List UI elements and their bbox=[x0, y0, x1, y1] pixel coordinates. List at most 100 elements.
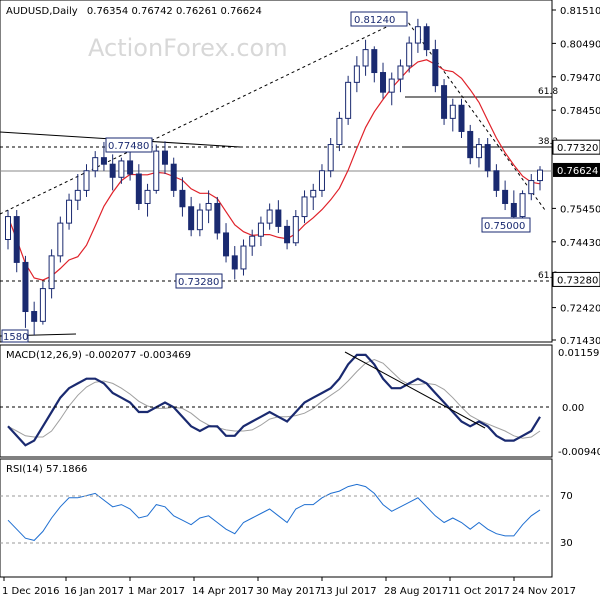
support-trendline bbox=[0, 17, 406, 215]
macd-panel bbox=[0, 344, 553, 458]
date-tick-label: 24 Nov 2017 bbox=[512, 586, 576, 597]
date-tick-label: 30 May 2017 bbox=[256, 586, 321, 597]
date-tick-label: 16 Jan 2017 bbox=[64, 586, 124, 597]
date-tick-label: 14 Apr 2017 bbox=[192, 586, 254, 597]
candle bbox=[441, 79, 448, 125]
candle bbox=[493, 164, 500, 197]
candle bbox=[92, 151, 99, 178]
rsi-line bbox=[7, 483, 541, 541]
date-tick-label: 1 Mar 2017 bbox=[128, 586, 185, 597]
price-tick-label: 0.75450 bbox=[560, 204, 600, 215]
candle bbox=[380, 62, 387, 99]
candle bbox=[519, 190, 526, 220]
fib-label-618-bottom: 61.8 bbox=[538, 271, 558, 281]
annotation-75000: 0.75000 bbox=[481, 217, 531, 233]
candle bbox=[432, 39, 439, 93]
candle bbox=[153, 144, 160, 194]
candle bbox=[327, 138, 334, 178]
price-tick-label: 0.78450 bbox=[560, 106, 600, 117]
candle bbox=[449, 98, 456, 132]
price-tick-label: 0.81510 bbox=[560, 6, 600, 17]
candle bbox=[196, 203, 203, 237]
candle bbox=[74, 174, 81, 211]
candle bbox=[345, 75, 352, 125]
candle bbox=[528, 174, 535, 201]
candle bbox=[161, 141, 168, 175]
price-axis: 0.81510 0.80490 0.79470 0.78450 0.77320 0.766… bbox=[552, 6, 600, 347]
candle bbox=[275, 200, 282, 233]
ma-line bbox=[7, 59, 541, 281]
price-tick-label: 0.72420 bbox=[560, 304, 600, 315]
candle bbox=[475, 138, 482, 168]
candle bbox=[39, 282, 46, 325]
candle bbox=[135, 164, 142, 211]
date-tick-label: 11 Oct 2017 bbox=[448, 586, 510, 597]
current-price-tag bbox=[553, 162, 600, 177]
annotation-1580: 1580 bbox=[1, 329, 29, 343]
down-trendline bbox=[404, 17, 546, 211]
watermark: ActionForex.com bbox=[88, 34, 288, 62]
candle bbox=[388, 72, 395, 106]
candle bbox=[371, 46, 378, 83]
svg-text:0.81240: 0.81240 bbox=[354, 15, 395, 26]
candle bbox=[284, 219, 291, 250]
candle bbox=[249, 229, 256, 256]
candle bbox=[118, 157, 125, 184]
candle bbox=[144, 183, 151, 217]
candle bbox=[66, 193, 73, 230]
candle bbox=[22, 255, 29, 328]
macd-tick-zero: 0.00 bbox=[562, 403, 584, 414]
candle bbox=[423, 23, 430, 57]
candle bbox=[48, 249, 55, 299]
rsi-label: RSI(14) 57.1866 bbox=[6, 464, 87, 475]
candle bbox=[31, 301, 38, 336]
level-tag bbox=[552, 139, 600, 155]
macd-signal-line bbox=[7, 359, 541, 439]
macd-lines bbox=[7, 351, 541, 447]
candle bbox=[362, 39, 369, 76]
current-price-label: 0.76624 bbox=[557, 166, 598, 177]
svg-text:0.75000: 0.75000 bbox=[484, 221, 525, 232]
macd-tick-bottom: -0.009408 bbox=[558, 447, 600, 458]
candle bbox=[537, 166, 543, 191]
candle bbox=[214, 196, 221, 240]
candle bbox=[109, 154, 116, 191]
macd-label: MACD(12,26,9) -0.002077 -0.003469 bbox=[6, 350, 191, 361]
rsi-tick-70: 70 bbox=[560, 491, 573, 502]
candle bbox=[318, 164, 325, 197]
annotation-73280: 0.73280 bbox=[175, 273, 223, 289]
candle bbox=[502, 180, 509, 211]
level-tag bbox=[552, 271, 600, 287]
candle bbox=[336, 111, 343, 152]
level-label: 0.77320 bbox=[557, 143, 598, 154]
candle bbox=[406, 36, 413, 73]
macd-trendline bbox=[344, 351, 486, 429]
svg-text:0.73280: 0.73280 bbox=[178, 277, 219, 288]
candle bbox=[179, 177, 186, 217]
candle bbox=[170, 157, 177, 197]
candle bbox=[458, 98, 465, 139]
rsi-tick-30: 30 bbox=[560, 538, 573, 549]
candle bbox=[231, 246, 238, 280]
macd-main-line bbox=[7, 353, 541, 447]
candles-group bbox=[5, 18, 543, 336]
date-tick-label: 1 Dec 2016 bbox=[2, 586, 60, 597]
macd-tick-top: 0.01159 bbox=[558, 348, 599, 359]
candle bbox=[310, 183, 317, 211]
candle bbox=[301, 190, 308, 224]
ohlc-readout: 0.76354 0.76742 0.76261 0.76624 bbox=[87, 6, 262, 17]
candle bbox=[83, 164, 90, 197]
candle bbox=[205, 190, 212, 224]
rsi-panel bbox=[0, 458, 553, 578]
candle bbox=[223, 223, 230, 263]
price-tick-label: 0.80490 bbox=[560, 39, 600, 50]
fib-label-618-top: 61.8 bbox=[538, 87, 558, 97]
candle bbox=[100, 141, 107, 171]
fib-label-382: 38.2 bbox=[538, 137, 558, 147]
price-tick-label: 0.71430 bbox=[560, 336, 600, 347]
candle bbox=[266, 203, 273, 230]
candle bbox=[13, 210, 20, 273]
price-tick-label: 0.74430 bbox=[560, 238, 600, 249]
candle bbox=[484, 138, 491, 178]
